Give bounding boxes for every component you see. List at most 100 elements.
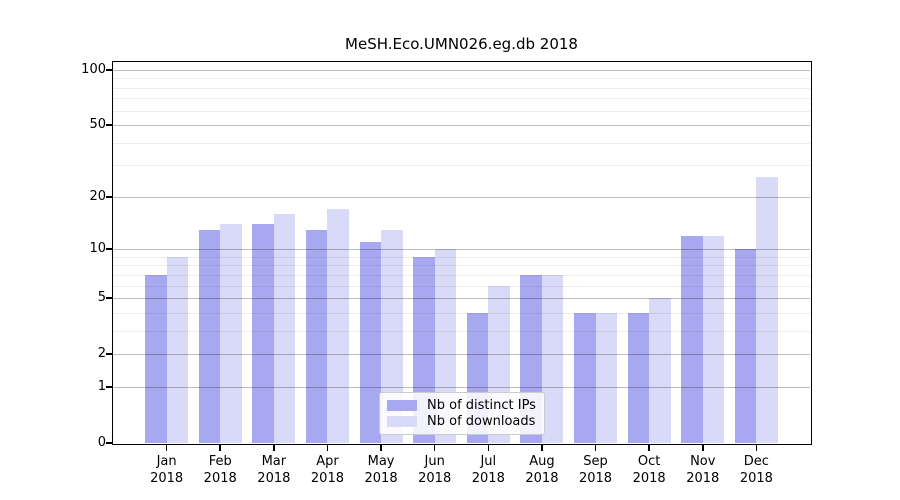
y-tick-label-10: 10 <box>89 241 106 257</box>
x-tick-label-jul: Jul 2018 <box>456 453 520 487</box>
x-tick-mark <box>702 444 704 451</box>
x-tick-label-dec: Dec 2018 <box>724 453 788 487</box>
y-tick-label-0: 0 <box>97 435 106 450</box>
legend-swatch-distinct-ips <box>387 400 417 411</box>
bar-ips-may <box>359 242 382 443</box>
grid-line-minor <box>113 87 810 89</box>
month-year: 2018 <box>310 471 344 486</box>
grid-line-minor <box>113 312 810 314</box>
bar-downloads-oct <box>649 298 671 443</box>
plot-area <box>111 60 812 445</box>
month-name: Oct <box>637 454 661 469</box>
month-name: Jul <box>480 454 497 469</box>
x-tick-label-aug: Aug 2018 <box>510 453 574 487</box>
legend-row-downloads: Nb of downloads <box>387 414 536 429</box>
month-year: 2018 <box>686 471 720 486</box>
grid-line-major <box>113 386 810 388</box>
grid-line-minor <box>113 330 810 332</box>
grid-line-minor <box>113 274 810 276</box>
bar-downloads-mar <box>273 214 296 443</box>
grid-line-major <box>113 69 810 71</box>
grid-line-major <box>113 298 810 300</box>
month-year: 2018 <box>525 471 559 486</box>
legend-label-distinct-ips: Nb of distinct IPs <box>427 398 536 413</box>
x-tick-label-may: May 2018 <box>349 453 413 487</box>
y-tick-mark <box>106 297 112 299</box>
x-tick-label-jun: Jun 2018 <box>403 453 467 487</box>
month-name: Aug <box>529 454 555 469</box>
x-tick-mark <box>326 444 329 451</box>
month-name: Mar <box>261 454 287 469</box>
y-tick-label-2: 2 <box>97 346 106 362</box>
grid-line-major <box>113 249 810 251</box>
month-year: 2018 <box>739 471 773 486</box>
bar-ips-jan <box>145 274 167 443</box>
bar-downloads-apr <box>327 209 349 443</box>
bar-ips-mar <box>252 224 274 443</box>
x-tick-mark <box>755 444 758 451</box>
x-tick-mark <box>433 444 436 451</box>
x-tick-mark <box>487 444 490 451</box>
grid-line-minor <box>113 265 810 267</box>
month-name: Sep <box>583 454 608 469</box>
x-tick-label-oct: Oct 2018 <box>617 453 681 487</box>
bar-ips-feb <box>198 229 221 443</box>
x-tick-label-apr: Apr 2018 <box>295 453 359 487</box>
bar-ips-oct <box>627 312 650 443</box>
x-tick-mark <box>594 444 597 451</box>
y-tick-label-5: 5 <box>97 290 106 306</box>
month-name: Feb <box>208 454 232 469</box>
bar-downloads-nov <box>702 235 725 443</box>
legend-swatch-downloads <box>387 416 417 427</box>
y-tick-label-20: 20 <box>89 188 106 204</box>
x-tick-label-jan: Jan 2018 <box>135 453 199 487</box>
y-tick-label-50: 50 <box>89 117 106 133</box>
x-tick-label-nov: Nov 2018 <box>671 453 735 487</box>
month-name: May <box>367 454 395 469</box>
x-tick-mark <box>541 444 543 451</box>
grid-line-major <box>113 125 810 127</box>
y-tick-mark <box>106 353 112 355</box>
month-name: Nov <box>690 454 716 469</box>
grid-line-minor <box>113 78 810 80</box>
grid-line-minor <box>113 98 810 100</box>
legend: Nb of distinct IPs Nb of downloads <box>379 392 545 435</box>
chart-title: MeSH.Eco.UMN026.eg.db 2018 <box>345 35 578 53</box>
bar-ips-dec <box>734 249 757 443</box>
bar-ips-apr <box>306 229 328 443</box>
x-tick-mark <box>380 444 382 451</box>
bar-downloads-may <box>381 229 403 443</box>
x-tick-mark <box>219 444 221 451</box>
bar-downloads-feb <box>220 224 242 443</box>
bar-ips-sep <box>574 312 596 443</box>
month-year: 2018 <box>150 471 184 486</box>
month-year: 2018 <box>471 471 505 486</box>
bar-downloads-aug <box>541 274 564 443</box>
x-tick-mark <box>648 444 650 451</box>
legend-row-distinct-ips: Nb of distinct IPs <box>387 398 536 413</box>
x-tick-label-sep: Sep 2018 <box>564 453 628 487</box>
month-year: 2018 <box>257 471 291 486</box>
month-name: Apr <box>316 454 339 469</box>
month-year: 2018 <box>578 471 613 486</box>
x-tick-mark <box>273 444 275 451</box>
x-tick-label-mar: Mar 2018 <box>242 453 306 487</box>
grid-line-major <box>113 196 810 198</box>
month-name: Dec <box>743 454 769 469</box>
month-year: 2018 <box>418 471 452 486</box>
y-tick-label-100: 100 <box>81 61 106 77</box>
x-tick-label-feb: Feb 2018 <box>188 453 252 487</box>
grid-line-major <box>113 354 810 356</box>
month-year: 2018 <box>632 471 666 486</box>
y-tick-mark <box>106 196 112 198</box>
month-name: Jun <box>424 454 445 469</box>
grid-line-minor <box>113 256 810 258</box>
month-year: 2018 <box>364 471 398 486</box>
bar-downloads-jan <box>166 256 189 443</box>
bar-downloads-dec <box>756 176 778 443</box>
y-tick-mark <box>106 69 112 71</box>
grid-line-minor <box>113 285 810 287</box>
bar-downloads-sep <box>595 312 617 443</box>
y-tick-mark <box>106 124 112 126</box>
